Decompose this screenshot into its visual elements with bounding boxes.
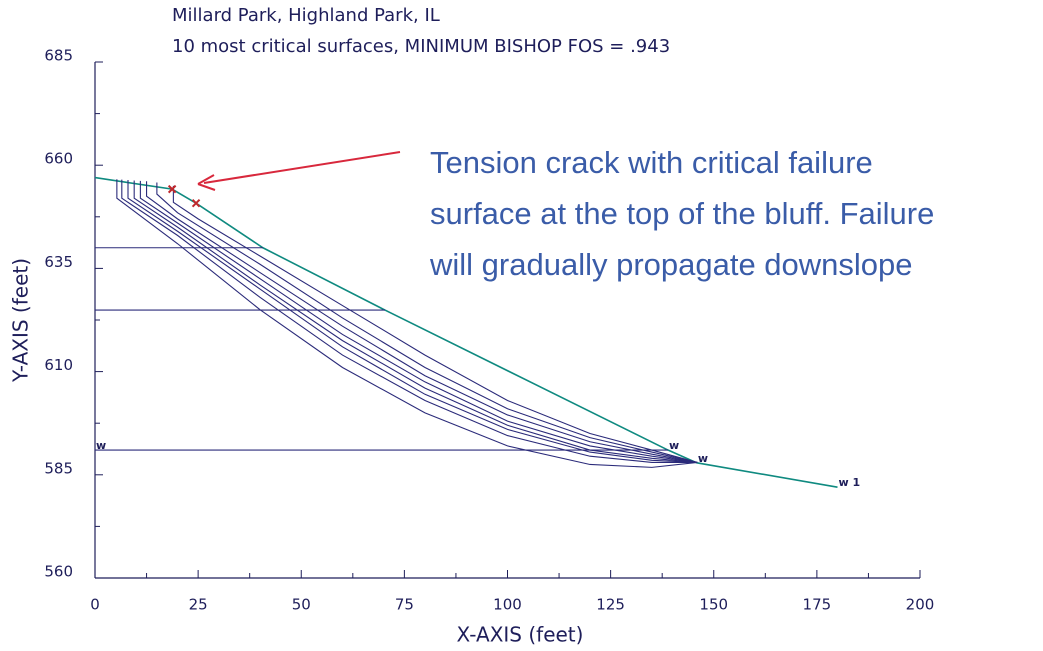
x-tick-label: 125 [596, 596, 625, 614]
annotation: Tension crack with critical failure [430, 145, 873, 180]
water-label: w [96, 439, 106, 452]
water-label: w 1 [839, 476, 861, 489]
chart-title: Millard Park, Highland Park, IL [172, 5, 440, 26]
x-tick-label: 25 [189, 596, 208, 614]
series-line [121, 179, 698, 463]
annotation: will gradually propagate downslope [429, 247, 913, 282]
series-line [156, 182, 698, 463]
series-line [133, 180, 698, 463]
annotation: surface at the top of the bluff. Failure [430, 196, 934, 231]
crack-marker [167, 184, 177, 194]
x-tick-label: 100 [493, 596, 522, 614]
water-label: w [698, 452, 708, 465]
y-tick-label: 685 [44, 47, 73, 65]
y-tick-label: 660 [44, 150, 73, 168]
y-axis-label: Y-AXIS (feet) [9, 258, 33, 383]
chart-title: 10 most critical surfaces, MINIMUM BISHO… [172, 36, 670, 57]
arrow-head [197, 174, 216, 191]
x-tick-label: 75 [395, 596, 414, 614]
y-tick-label: 585 [44, 459, 73, 477]
annotation-arrow [203, 151, 401, 184]
x-tick-label: 150 [699, 596, 728, 614]
y-tick-label: 560 [44, 563, 73, 581]
x-tick-label: 175 [803, 596, 832, 614]
series-line [116, 179, 698, 468]
y-tick-label: 610 [44, 356, 73, 374]
series-line [127, 180, 698, 463]
series-line [139, 180, 698, 463]
x-tick-label: 200 [906, 596, 935, 614]
water-label: w [669, 439, 679, 452]
series-line [146, 181, 698, 463]
crack-marker [191, 198, 201, 208]
series-line [172, 185, 698, 463]
x-tick-label: 50 [292, 596, 311, 614]
y-tick-label: 635 [44, 253, 73, 271]
x-axis-label: X-AXIS (feet) [457, 623, 584, 647]
x-tick-label: 0 [90, 596, 100, 614]
